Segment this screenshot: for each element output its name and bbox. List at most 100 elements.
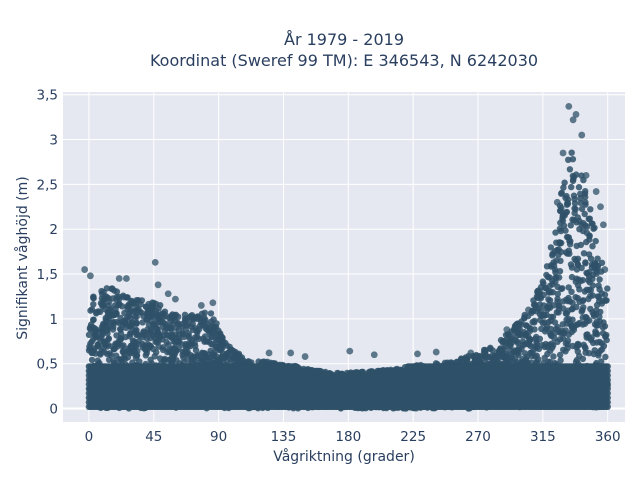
data-point	[568, 328, 575, 336]
data-point	[499, 351, 506, 358]
data-point	[202, 338, 210, 345]
data-point	[147, 327, 154, 334]
data-point	[153, 315, 160, 322]
data-point	[218, 338, 225, 345]
data-point	[201, 350, 208, 358]
data-point	[569, 156, 577, 163]
data-point	[556, 351, 564, 359]
data-point	[547, 325, 555, 333]
data-point	[140, 328, 147, 335]
data-point	[587, 206, 594, 213]
data-point	[90, 301, 97, 308]
data-point	[100, 297, 107, 304]
data-point	[471, 358, 479, 365]
data-point	[131, 313, 139, 320]
data-point	[522, 322, 530, 329]
data-point	[214, 357, 221, 364]
data-point	[122, 317, 129, 324]
data-point	[602, 353, 609, 361]
data-point	[116, 319, 123, 327]
data-point	[563, 296, 570, 303]
data-point	[531, 319, 538, 326]
data-point	[172, 324, 180, 331]
data-point	[571, 196, 578, 203]
data-point	[582, 260, 589, 267]
data-point	[574, 260, 581, 268]
data-point	[578, 205, 586, 213]
data-point	[107, 305, 114, 313]
data-point	[535, 356, 542, 363]
data-point	[568, 149, 575, 156]
data-point	[489, 347, 496, 354]
data-point	[580, 220, 587, 227]
data-point	[547, 317, 554, 325]
data-point	[533, 333, 540, 341]
data-point	[131, 328, 138, 335]
data-point	[579, 297, 586, 305]
data-point	[521, 329, 528, 336]
data-point	[201, 333, 209, 340]
data-point	[150, 321, 157, 328]
data-point	[596, 276, 603, 283]
data-point	[569, 299, 576, 307]
data-point	[554, 323, 561, 331]
data-point	[557, 207, 564, 215]
data-point	[115, 295, 123, 303]
data-point	[558, 189, 565, 196]
data-point	[533, 344, 540, 351]
data-point	[595, 352, 602, 359]
data-point	[462, 355, 469, 362]
data-point	[602, 333, 609, 340]
data-point	[554, 290, 561, 298]
data-point	[195, 335, 203, 342]
data-point	[489, 352, 496, 359]
data-point	[212, 336, 219, 343]
data-point	[545, 304, 552, 311]
data-point	[569, 342, 577, 350]
data-point	[213, 344, 220, 351]
data-point	[562, 348, 569, 355]
data-point	[581, 210, 588, 218]
data-point	[98, 334, 105, 342]
data-point	[579, 227, 587, 235]
data-point	[521, 350, 529, 357]
data-point	[567, 222, 574, 229]
data-point	[178, 321, 186, 328]
data-point	[558, 327, 565, 334]
data-point	[134, 340, 141, 348]
data-point	[592, 237, 599, 245]
data-point	[88, 349, 95, 356]
data-point	[98, 326, 106, 334]
data-point	[101, 349, 108, 356]
data-point	[128, 297, 135, 305]
data-point	[582, 201, 589, 208]
data-point	[538, 307, 545, 314]
data-point	[144, 341, 151, 348]
data-point	[100, 289, 107, 296]
data-point	[580, 250, 588, 257]
data-point	[165, 347, 172, 354]
data-point	[88, 321, 95, 328]
data-point	[591, 224, 598, 231]
data-point	[569, 316, 576, 323]
data-point	[105, 356, 113, 363]
data-point	[179, 351, 186, 359]
data-point	[587, 292, 594, 299]
data-point	[577, 195, 584, 202]
data-point	[551, 248, 559, 255]
data-point	[562, 227, 569, 234]
data-point	[509, 350, 516, 357]
data-point	[585, 251, 593, 258]
data-point	[133, 319, 140, 326]
data-point	[126, 333, 133, 340]
data-point	[557, 257, 564, 265]
data-point	[109, 326, 117, 333]
data-point	[113, 288, 121, 295]
data-point	[581, 288, 588, 295]
data-point	[568, 183, 575, 191]
data-point	[575, 184, 583, 191]
data-point	[90, 295, 97, 302]
data-point	[562, 209, 570, 216]
data-point	[546, 282, 554, 290]
data-point	[123, 294, 130, 301]
